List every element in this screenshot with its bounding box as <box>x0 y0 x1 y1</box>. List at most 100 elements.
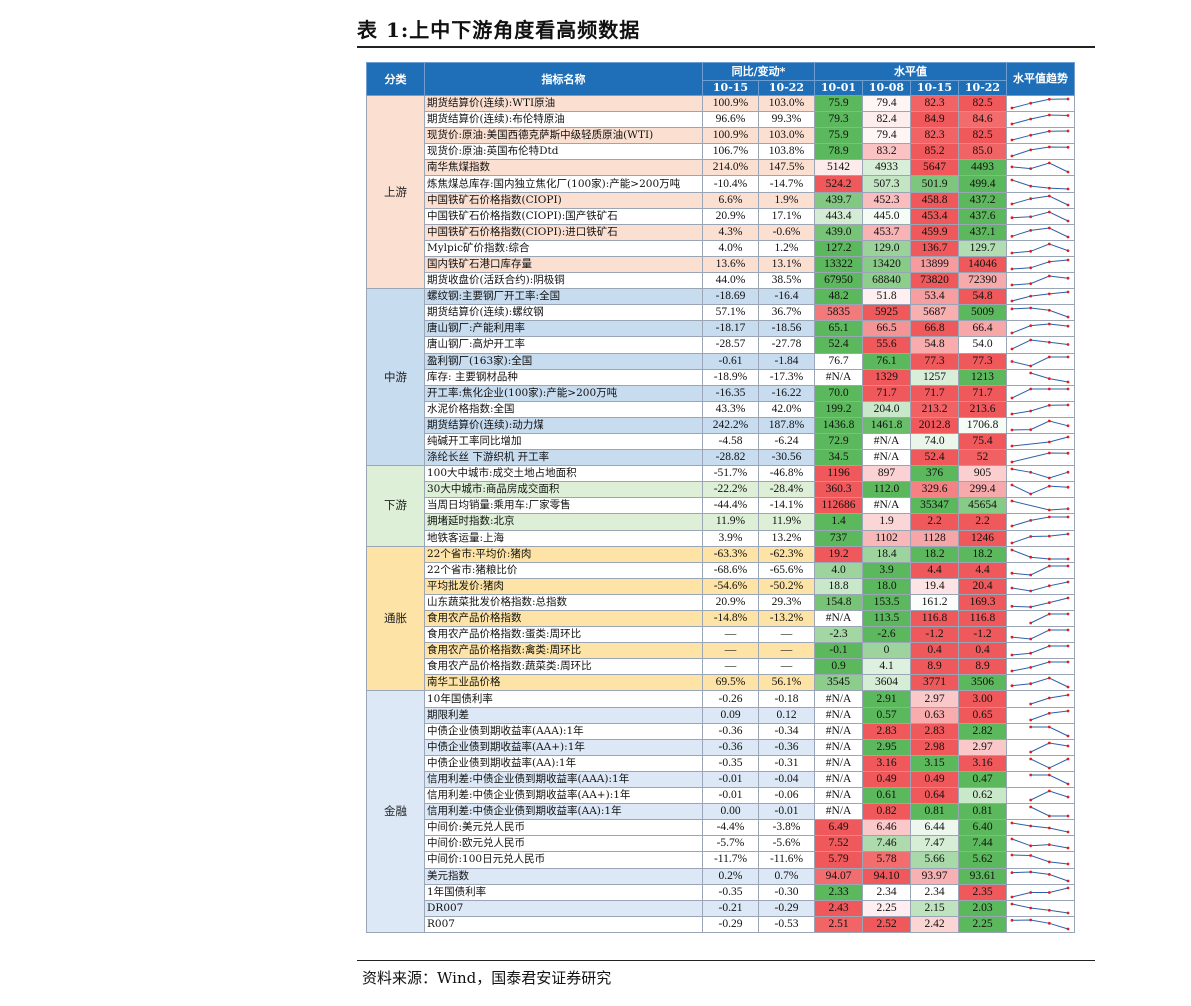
table-row: 中债企业债到期收益率(AAA):1年 -0.36 -0.34 #N/A 2.83 2.83… <box>367 722 1075 740</box>
level-cell: 1128 <box>910 529 959 547</box>
sparkline-point <box>1047 789 1051 793</box>
sparkline-point <box>1029 805 1033 809</box>
sparkline-point <box>1047 130 1051 133</box>
level-cell: 1.9 <box>862 513 911 531</box>
level-cell: 75.4 <box>958 432 1007 451</box>
yoy-cell: 214.0% <box>702 159 759 177</box>
sparkline <box>1029 757 1070 770</box>
level-cell: 213.6 <box>958 400 1007 418</box>
level-cell: 0.49 <box>862 770 911 789</box>
sparkline-point <box>1010 299 1014 303</box>
trend-cell <box>1006 384 1075 402</box>
yoy-cell: 96.6% <box>702 111 759 129</box>
header-level-date: 10-22 <box>958 80 1007 96</box>
yoy-cell: -62.3% <box>758 545 815 563</box>
level-cell: 8.9 <box>910 658 959 676</box>
yoy-cell: 13.1% <box>758 255 815 274</box>
sparkline-line <box>1011 468 1069 479</box>
trend-cell <box>1006 561 1075 579</box>
level-cell: 14046 <box>958 255 1007 274</box>
trend-cell <box>1006 416 1075 434</box>
sparkline-point <box>1010 653 1014 657</box>
indicator-name: 炼焦煤总库存:国内独立焦化厂(100家):产能>200万吨 <box>424 175 703 193</box>
level-cell: 19.4 <box>910 577 959 595</box>
level-cell: 299.4 <box>958 481 1007 499</box>
sparkline-line <box>1011 887 1069 898</box>
yoy-cell: — <box>758 658 815 676</box>
sparkline <box>1010 677 1070 689</box>
sparkline-line <box>1011 420 1069 431</box>
table-row: 纯碱开工率同比增加 -4.58 -6.24 72.9 #N/A 74.0 75.4 <box>367 432 1075 451</box>
yoy-cell: -13.2% <box>758 609 815 628</box>
table-row: 信用利差:中债企业债到期收益率(AA+):1年 -0.01 -0.06 #N/A 0.6… <box>367 787 1075 805</box>
sparkline-point <box>1010 307 1014 311</box>
table-row: 下游 100大中城市:成交土地占地面积 -51.7% -46.8% 1196 897 376… <box>366 465 1075 547</box>
table-row: 盈利钢厂(163家):全国 -0.61 -1.84 76.7 76.1 77.3 77.3 <box>367 352 1075 370</box>
table-row: 库存: 主要钢材品种 -18.9% -17.3% #N/A 1329 1257 1213 <box>367 368 1075 386</box>
table-row: 开工率:焦化企业(100家):产能>200万吨 -16.35 -16.22 70.0 7… <box>367 384 1075 402</box>
indicator-name: 山东蔬菜批发价格指数:总指数 <box>424 593 703 612</box>
indicator-name: 南华工业品价格 <box>424 674 703 692</box>
sparkline <box>1029 805 1070 818</box>
level-cell: 54.8 <box>958 288 1007 306</box>
level-cell: 2.51 <box>814 915 863 933</box>
level-cell: 1246 <box>958 529 1007 547</box>
yoy-cell: 11.9% <box>702 513 759 531</box>
sparkline-point <box>1010 283 1014 287</box>
sparkline-point <box>1029 573 1033 577</box>
sparkline <box>1010 886 1070 899</box>
trend-cell <box>1006 883 1075 901</box>
level-cell: 67950 <box>814 272 863 290</box>
table-row: 上游 期货结算价(连续):WTI原油 100.9% 103.0% 75.9 79.4 82.… <box>366 94 1075 290</box>
sparkline-point <box>1047 843 1051 847</box>
level-cell: 75.9 <box>814 94 863 113</box>
yoy-cell: -0.31 <box>758 754 815 772</box>
level-cell: 5925 <box>862 304 911 322</box>
table-row: 平均批发价:猪肉 -54.6% -50.2% 18.8 18.0 19.4 20.4 <box>367 577 1075 595</box>
indicator-name: 信用利差:中债企业债到期收益率(AA+):1年 <box>424 787 703 805</box>
yoy-cell: 99.3% <box>758 111 815 129</box>
indicator-name: 食用农产品价格指数 <box>424 609 703 628</box>
sparkline-point <box>1010 359 1014 363</box>
level-cell: #N/A <box>814 787 863 805</box>
level-cell: 112686 <box>814 497 863 515</box>
sparkline <box>1010 516 1070 528</box>
level-cell: 439.0 <box>814 223 863 241</box>
sparkline-point <box>1066 403 1070 407</box>
level-cell: 2.2 <box>958 513 1007 531</box>
sparkline-point <box>1047 628 1051 632</box>
sparkline-line <box>1011 227 1069 238</box>
sparkline-point <box>1066 532 1070 535</box>
table-row: 中国铁矿石价格指数(CIOPI):国产铁矿石 20.9% 17.1% 443.4 445… <box>367 207 1075 225</box>
level-cell: 0.81 <box>910 803 959 821</box>
table-row: 通胀 22个省市:平均价:猪肉 -63.3% -62.3% 19.2 18.4 18.2 18… <box>366 545 1075 692</box>
level-cell: 459.9 <box>910 223 959 241</box>
level-cell: 905 <box>958 465 1007 483</box>
level-cell: 154.8 <box>814 593 863 612</box>
level-cell: 3506 <box>958 674 1007 692</box>
yoy-cell: -46.8% <box>758 465 815 483</box>
sparkline-point <box>1047 773 1051 777</box>
sparkline-point <box>1066 146 1070 150</box>
level-cell: 1102 <box>862 529 911 547</box>
trend-cell <box>1006 223 1075 241</box>
level-cell: 5.62 <box>958 851 1007 869</box>
level-cell: 13420 <box>862 255 911 274</box>
level-cell: 2.34 <box>862 883 911 901</box>
sparkline-point <box>1010 216 1014 219</box>
level-cell: 2.42 <box>910 915 959 933</box>
sparkline <box>1010 435 1070 448</box>
level-cell: 76.1 <box>862 352 911 370</box>
sparkline-point <box>1010 348 1014 351</box>
sparkline-point <box>1047 113 1051 117</box>
level-cell: 8.9 <box>958 658 1007 676</box>
level-cell: 3545 <box>814 674 863 692</box>
level-cell: 0.63 <box>910 706 959 724</box>
level-cell: #N/A <box>814 738 863 756</box>
yoy-cell: -11.7% <box>702 851 759 869</box>
sparkline-point <box>1066 814 1070 818</box>
sparkline-point <box>1010 138 1014 142</box>
yoy-cell: -14.7% <box>758 175 815 193</box>
sparkline-point <box>1047 97 1051 101</box>
yoy-cell: 147.5% <box>758 159 815 177</box>
